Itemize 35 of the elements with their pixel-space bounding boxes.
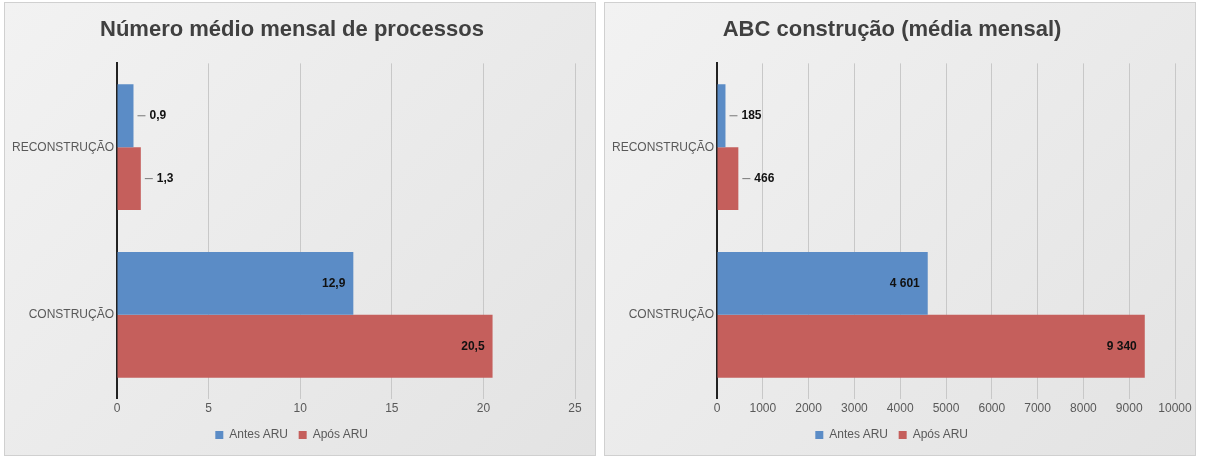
data-label: 0,9 (149, 108, 167, 123)
chart-title: ABC construção (média mensal) (722, 16, 1062, 42)
legend-label: Após ARU (312, 427, 369, 442)
x-tick-label: 15 (385, 401, 399, 416)
chart-title: Número médio mensal de processos (100, 16, 484, 42)
x-tick-label: 5 (205, 401, 213, 416)
x-tick-label: 7000 (1024, 401, 1052, 416)
data-label: 466 (754, 170, 775, 185)
legend-label: Antes ARU (829, 427, 889, 442)
x-tick-label: 10000 (1158, 401, 1193, 416)
data-label: 4 601 (889, 275, 921, 290)
y-tick-label: CONSTRUÇÃO (28, 307, 115, 322)
x-tick-label: 5000 (932, 401, 960, 416)
x-tick-label: 3000 (841, 401, 869, 416)
y-tick-label: RECONSTRUÇÃO (611, 139, 715, 154)
x-tick-label: 8000 (1070, 401, 1098, 416)
legend-label: Antes ARU (229, 427, 289, 442)
data-label: 185 (741, 108, 762, 123)
x-tick-label: 10 (293, 401, 308, 416)
x-tick-label: 0 (113, 401, 121, 416)
legend-label: Após ARU (912, 427, 969, 442)
x-tick-label: 25 (568, 401, 582, 416)
y-tick-label: CONSTRUÇÃO (628, 307, 715, 322)
data-label: 9 340 (1106, 338, 1138, 353)
x-tick-label: 0 (713, 401, 721, 416)
x-tick-label: 6000 (978, 401, 1006, 416)
data-label: 12,9 (321, 275, 346, 290)
x-tick-label: 2000 (795, 401, 823, 416)
x-tick-label: 4000 (886, 401, 914, 416)
x-tick-label: 1000 (749, 401, 777, 416)
data-label: 20,5 (461, 338, 485, 353)
data-label: 1,3 (156, 170, 174, 185)
x-tick-label: 20 (476, 401, 491, 416)
x-tick-label: 9000 (1115, 401, 1143, 416)
y-tick-label: RECONSTRUÇÃO (11, 139, 115, 154)
